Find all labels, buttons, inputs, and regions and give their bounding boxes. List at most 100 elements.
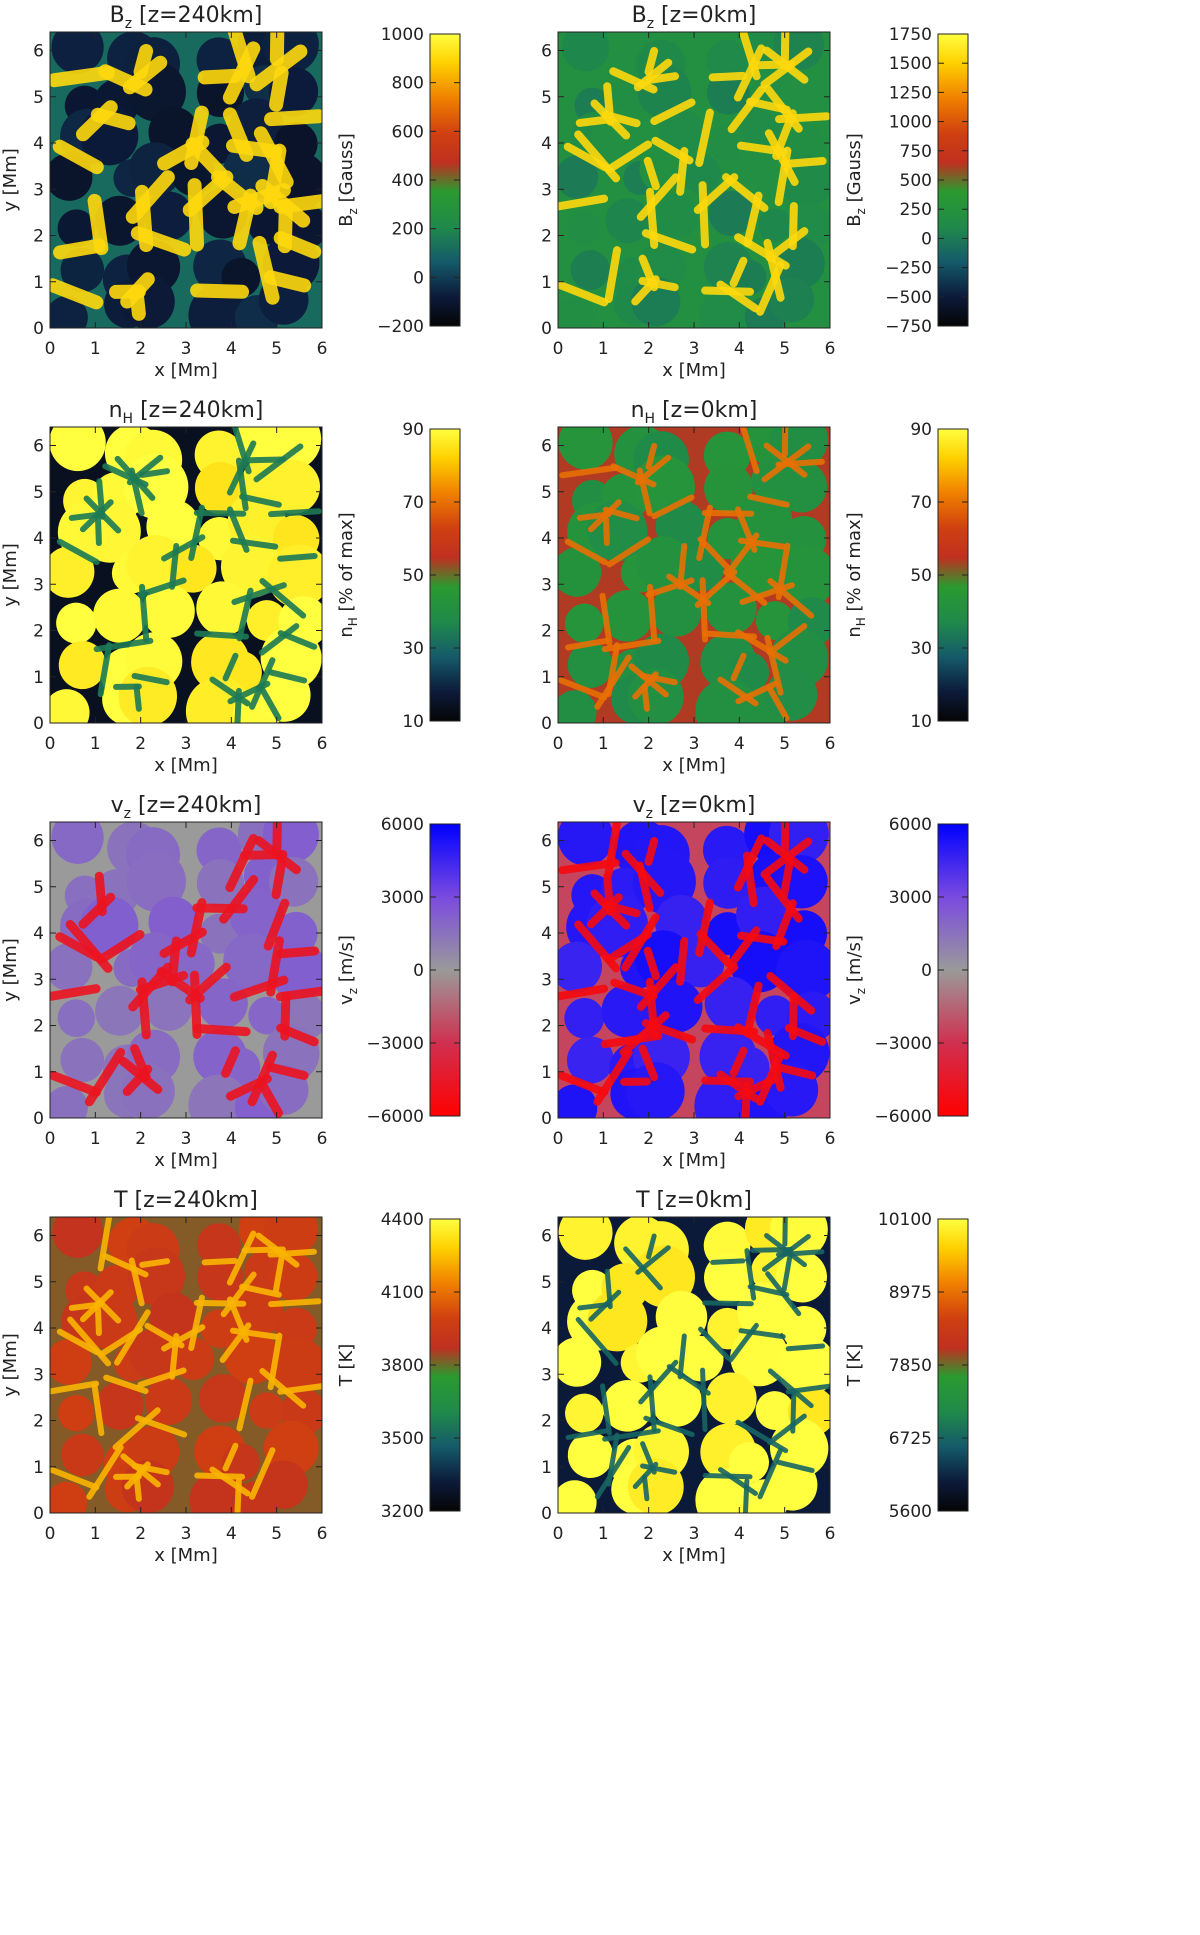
heatmap-lane (102, 1253, 149, 1278)
heatmap-lane (575, 1316, 619, 1366)
heatmap-lane (764, 634, 784, 696)
heatmap-lane (735, 1419, 789, 1454)
colorbar-label-main: T (336, 1374, 357, 1387)
heatmap-lane (729, 1046, 748, 1078)
y-tick-label: 6 (541, 437, 552, 457)
heatmap-lane (717, 676, 759, 707)
y-tick-label: 5 (33, 88, 44, 108)
heatmap-lane (254, 836, 301, 875)
x-tick-label: 5 (271, 1524, 282, 1544)
heatmap-lane (621, 913, 660, 972)
heatmap-cell (703, 857, 754, 909)
heatmap-image (558, 427, 830, 723)
heatmap-lane (112, 1407, 161, 1451)
heatmap-lane (139, 1258, 171, 1268)
y-tick-label: 0 (541, 1109, 552, 1129)
y-tick-label: 3 (33, 180, 44, 200)
heatmap-cell (197, 1223, 241, 1268)
heatmap-lane (764, 1233, 807, 1268)
heatmap-lane (137, 1367, 187, 1388)
x-tick-label: 2 (643, 1524, 654, 1544)
heatmap-lane (757, 1447, 783, 1500)
heatmap-cell (260, 427, 322, 471)
y-tick-label: 5 (33, 878, 44, 898)
x-tick-label: 5 (779, 1524, 790, 1544)
heatmap-lane (774, 1063, 817, 1080)
colorbar-tick-label: 250 (900, 200, 932, 220)
heatmap-cell (704, 976, 758, 1031)
heatmap-cell (567, 211, 602, 246)
y-tick-label: 6 (33, 1227, 44, 1247)
heatmap-lane (259, 685, 282, 722)
heatmap-cell (561, 32, 610, 72)
y-tick-label: 4 (541, 134, 552, 154)
heatmap-cell (58, 1395, 95, 1432)
colorbar-label-rest: [Gauss] (336, 133, 357, 208)
heatmap-cell (602, 589, 654, 642)
title-subscript: z (646, 806, 653, 822)
colorbar-label-subscript: z (854, 208, 868, 214)
heatmap-lane (222, 652, 239, 682)
heatmap-lane (194, 630, 250, 640)
heatmap-lane (239, 493, 282, 508)
x-tick-label: 4 (734, 339, 745, 359)
x-tick-label: 6 (825, 339, 836, 359)
x-tick-label: 3 (689, 1524, 700, 1544)
heatmap-cell (270, 1337, 322, 1395)
heatmap-cell (636, 1326, 691, 1382)
heatmap-lane (220, 1271, 257, 1318)
heatmap-lane (187, 178, 205, 252)
y-axis-label: y [Mm] (0, 148, 21, 211)
heatmap-lane (234, 1477, 242, 1513)
heatmap-lane (698, 181, 710, 249)
heatmap-lane (693, 963, 739, 1004)
colorbar-tick-label: 90 (910, 420, 932, 440)
title-main: T (635, 1188, 650, 1213)
heatmap-lane (263, 898, 290, 951)
y-tick-label: 0 (541, 1504, 552, 1524)
heatmap-lane (734, 233, 790, 270)
panel-6: 0 1 2 3 4 5 6 0 1 2 3 4 5 6 x [Mm] y [Mm] T [z=240km] 320… (0, 1188, 461, 1566)
heatmap-lane (735, 629, 789, 664)
heatmap-lane (695, 108, 714, 167)
y-tick-label: 3 (33, 970, 44, 990)
y-tick-label: 2 (541, 227, 552, 247)
y-tick-label: 1 (33, 273, 44, 293)
title-main: n (631, 398, 645, 423)
heatmap-cell (144, 191, 193, 241)
heatmap-lane (609, 67, 658, 94)
heatmap-lane (628, 663, 669, 698)
heatmap-lane (236, 587, 254, 642)
heatmap-cell (733, 145, 785, 198)
colorbar-tick-label: 3500 (381, 1429, 424, 1449)
heatmap-lane (727, 85, 766, 134)
heatmap-cell (248, 1392, 285, 1429)
heatmap-lane (229, 975, 289, 1002)
colorbar-tick-label: 3000 (381, 888, 424, 908)
heatmap-image (50, 1217, 322, 1513)
x-tick-label: 5 (271, 734, 282, 754)
colorbar-label-rest: [K] (844, 1344, 865, 1376)
heatmap-lane (775, 458, 825, 468)
heatmap-lane (643, 156, 660, 191)
title-main: B (632, 3, 647, 28)
heatmap-lane (633, 58, 673, 92)
title-rest: [z=240km] (133, 398, 263, 423)
heatmap-lane (266, 1062, 309, 1080)
heatmap-lane (587, 499, 622, 533)
heatmap-lane (701, 509, 755, 517)
x-tick-label: 3 (181, 1524, 192, 1544)
heatmap-lane (229, 537, 279, 550)
heatmap-lane (131, 1462, 170, 1476)
x-tick-label: 4 (734, 734, 745, 754)
heatmap-cell (558, 427, 613, 470)
x-tick-label: 1 (90, 734, 101, 754)
heatmap-lane (139, 468, 171, 478)
heatmap-lane (269, 65, 289, 112)
heatmap-cell (50, 943, 93, 991)
heatmap-lane (640, 1463, 678, 1475)
y-tick-label: 0 (33, 319, 44, 339)
colorbar-label: T [K] (844, 1344, 865, 1388)
heatmap-lane (79, 1289, 114, 1323)
heatmap-lane (638, 276, 679, 292)
